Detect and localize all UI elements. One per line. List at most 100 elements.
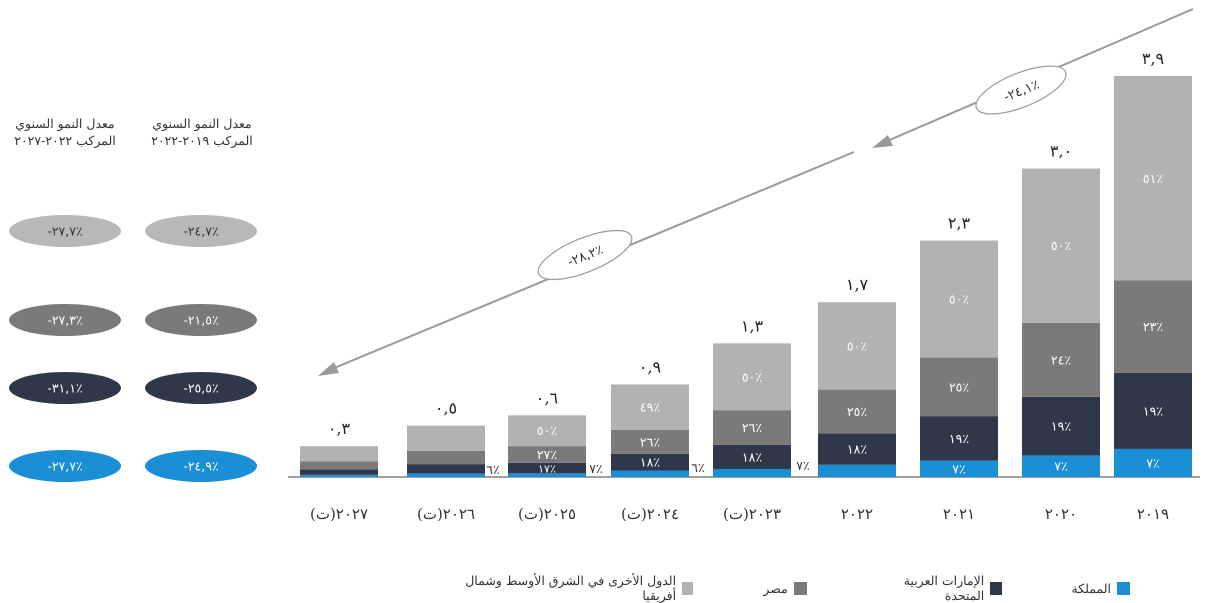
category-label-3: ٢٠٢٢ xyxy=(841,505,873,523)
bar-segment-other-0 xyxy=(1114,76,1192,281)
cagr-value-ksa-col1: -٢٤,٩٪ xyxy=(183,459,218,474)
bar-segment-egypt-0 xyxy=(1114,280,1192,373)
category-label-6: ٢٠٢٥(ت) xyxy=(518,505,576,523)
legend-item-ksa: المملكة xyxy=(1072,581,1130,596)
segment-label-ksa-2: ٧٪ xyxy=(952,461,965,476)
segment-label-uae-3: ١٨٪ xyxy=(847,442,867,457)
bar-segment-ksa-5 xyxy=(611,470,689,477)
cagr-value-egypt-col1: -٢١,٥٪ xyxy=(183,313,218,328)
bar-segment-egypt-6 xyxy=(508,446,586,463)
cagr-value-other-col2: -٢٧,٧٪ xyxy=(47,224,82,239)
cagr-value-uae-col2: -٣١,١٪ xyxy=(47,381,82,396)
bar-segment-uae-0 xyxy=(1114,372,1192,449)
bar-segment-other-5 xyxy=(611,384,689,430)
cagr-value-egypt-col2: -٢٧,٣٪ xyxy=(47,313,82,328)
category-label-2: ٢٠٢١ xyxy=(943,505,975,523)
segment-label-egypt-1: ٢٤٪ xyxy=(1051,352,1071,367)
legend-item-uae: الإمارات العربية المتحدة xyxy=(877,573,1002,603)
bar-segment-uae-4 xyxy=(713,444,791,469)
segment-label-other-4: ٥٠٪ xyxy=(742,369,762,384)
segment-label-ksa-0: ٧٪ xyxy=(1146,455,1159,470)
cagr-value-other-col1: -٢٤,٧٪ xyxy=(183,224,218,239)
segment-label-egypt-6: ٢٧٪ xyxy=(537,447,557,462)
bar-segment-egypt-1 xyxy=(1022,322,1100,397)
category-label-1: ٢٠٢٠ xyxy=(1045,505,1077,523)
segment-label-egypt-5: ٢٦٪ xyxy=(640,434,660,449)
cagr-pill-ksa-col1 xyxy=(145,450,257,482)
bar-segment-uae-5 xyxy=(611,453,689,471)
total-label-1: ٣,٠ xyxy=(1050,142,1072,161)
cagr-header-2022-2027: معدل النمو السنوي المركب ٢٠٢٢-٢٠٢٧ xyxy=(14,116,116,148)
bar-segment-uae-3 xyxy=(818,433,896,465)
total-label-0: ٣,٩ xyxy=(1142,49,1164,68)
bar-segment-other-8 xyxy=(300,446,378,462)
category-label-7: ٢٠٢٦(ت) xyxy=(417,505,475,523)
total-label-8: ٠,٣ xyxy=(328,419,351,438)
category-label-4: ٢٠٢٣(ت) xyxy=(723,505,781,523)
cagr-pills: -٢٤,٧٪ -٢٧,٧٪ -٢١,٥٪ -٢٧,٣٪ -٢٥,٥٪ -٣١,١٪ -٢٤,… xyxy=(9,215,257,482)
legend: المملكة الإمارات العربية المتحدة مصر الد… xyxy=(390,573,1130,603)
bar-segment-ksa-3 xyxy=(818,464,896,477)
segment-label-egypt-4: ٢٦٪ xyxy=(742,420,762,435)
bar-segment-egypt-2 xyxy=(920,357,998,417)
arrow-label-bubble-1 xyxy=(975,65,1067,115)
cagr-arrows: -٢٤,١٪ -٢٨,٢٪ xyxy=(318,8,1194,376)
bar-segment-ksa-2 xyxy=(920,460,998,477)
bar-segment-uae-7 xyxy=(407,464,485,474)
bar-segment-egypt-8 xyxy=(300,461,378,470)
segment-label-ksa-5: ٧٪ xyxy=(589,461,602,476)
cagr-pill-other-col2 xyxy=(9,215,121,247)
segment-label-uae-4: ١٨٪ xyxy=(742,449,762,464)
bar-segment-ksa-0 xyxy=(1114,448,1192,477)
legend-swatch-ksa xyxy=(1117,581,1130,595)
bar-segment-egypt-4 xyxy=(713,410,791,445)
segment-label-other-5: ٤٩٪ xyxy=(640,400,660,415)
segment-label-other-3: ٥٠٪ xyxy=(847,338,867,353)
cagr-pill-other-col1 xyxy=(145,215,257,247)
bar-segment-other-2 xyxy=(920,240,998,358)
cagr-header-2019-2022: معدل النمو السنوي المركب ٢٠١٩-٢٠٢٢ xyxy=(151,116,253,148)
bar-segment-egypt-5 xyxy=(611,429,689,454)
legend-item-egypt: مصر xyxy=(763,581,807,596)
segment-label-ksa-3: ٧٪ xyxy=(796,458,809,473)
segment-label-uae-0: ١٩٪ xyxy=(1143,403,1163,418)
bar-segment-other-1 xyxy=(1022,168,1100,323)
cagr-pill-egypt-col1 xyxy=(145,304,257,336)
bar-segment-ksa-4 xyxy=(713,468,791,477)
legend-label-uae: الإمارات العربية المتحدة xyxy=(903,573,985,603)
segment-label-uae-5: ١٨٪ xyxy=(640,455,660,470)
category-label-8: ٢٠٢٧(ت) xyxy=(310,505,368,523)
bar-segment-other-3 xyxy=(818,302,896,390)
bar-segment-ksa-1 xyxy=(1022,455,1100,477)
cagr-value-ksa-col2: -٢٧,٧٪ xyxy=(47,459,82,474)
bar-segment-ksa-7 xyxy=(407,473,485,477)
segment-label-egypt-3: ٢٥٪ xyxy=(847,404,867,419)
bar-segment-ksa-8 xyxy=(300,474,378,477)
total-label-5: ٠,٩ xyxy=(639,357,661,376)
legend-item-other: الدول الأخرى في الشرق الأوسط وشمال أفريق… xyxy=(460,573,694,603)
total-label-4: ١,٣ xyxy=(741,316,764,335)
category-label-5: ٢٠٢٤(ت) xyxy=(621,505,679,523)
segment-label-other-6: ٥٠٪ xyxy=(537,423,557,438)
legend-label-other: الدول الأخرى في الشرق الأوسط وشمال أفريق… xyxy=(465,573,677,603)
category-label-0: ٢٠١٩ xyxy=(1137,505,1169,523)
cagr-pill-uae-col2 xyxy=(9,372,121,404)
bar-segment-egypt-3 xyxy=(818,389,896,434)
segment-label-other-1: ٥٠٪ xyxy=(1051,238,1071,253)
bars-group: ٧٪ ١٩٪ ٢٣٪ ٥١٪ ٣,٩ ٢٠١٩ ٧٪ ١٩٪ ٢٤٪ ٥٠٪ ٣,٠ ٢٠٢٠ ٧٪ ١٩… xyxy=(288,49,1200,523)
segment-label-uae-2: ١٩٪ xyxy=(949,431,969,446)
cagr-pill-egypt-col2 xyxy=(9,304,121,336)
total-label-3: ١,٧ xyxy=(846,275,869,294)
total-label-6: ٠,٦ xyxy=(536,388,558,407)
segment-label-ksa-6: ٦٪ xyxy=(486,462,499,477)
total-label-7: ٠,٥ xyxy=(435,399,457,418)
cagr-pill-ksa-col2 xyxy=(9,450,121,482)
segment-label-uae-1: ١٩٪ xyxy=(1051,419,1071,434)
segment-label-egypt-2: ٢٥٪ xyxy=(949,379,969,394)
cagr-pill-uae-col1 xyxy=(145,372,257,404)
segment-label-uae-6: ١٧٪ xyxy=(538,463,556,476)
cagr-value-uae-col1: -٢٥,٥٪ xyxy=(183,381,218,396)
bar-segment-other-6 xyxy=(508,415,586,447)
legend-swatch-other xyxy=(682,581,694,595)
